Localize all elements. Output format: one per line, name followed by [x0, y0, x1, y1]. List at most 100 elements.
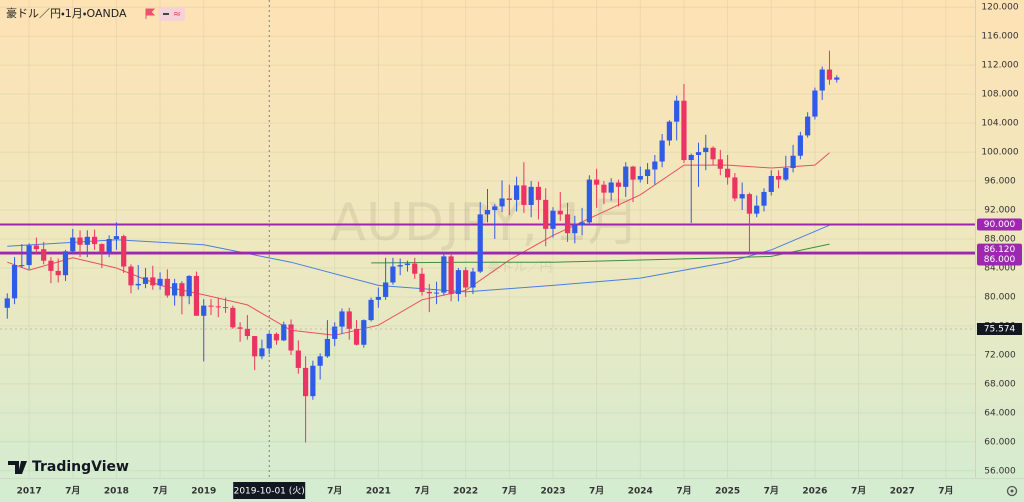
header-icons: ≈ [145, 7, 185, 21]
indicator-toggle[interactable] [159, 7, 185, 21]
candle-body [695, 152, 702, 155]
price-label-box [977, 243, 1022, 256]
y-tick-label: 56.000 [984, 466, 1016, 476]
x-tick-label: 7月 [938, 486, 953, 497]
candle-body [623, 166, 629, 187]
candle-body [688, 154, 694, 161]
candle-body [281, 324, 287, 341]
crosshair-date: 2019-10-01 (火) [234, 486, 305, 497]
y-tick-label: 112.000 [981, 61, 1018, 71]
x-tick-label: 7月 [152, 486, 167, 497]
candle-body [674, 100, 680, 122]
x-tick-label: 2022 [453, 487, 478, 497]
candle-body [506, 198, 512, 200]
candle-body [4, 298, 10, 308]
x-tick-label: 7月 [502, 486, 517, 497]
candle-body [91, 236, 98, 245]
y-tick-label: 120.000 [981, 3, 1018, 13]
x-tick-label: 7月 [851, 486, 866, 497]
y-tick-label: 68.000 [984, 379, 1016, 389]
candle-body [615, 182, 622, 187]
candle-body [528, 186, 534, 205]
settings-icon[interactable] [1006, 485, 1018, 497]
candle-body [608, 182, 614, 193]
candle-body [26, 245, 32, 266]
candle-body [288, 324, 294, 351]
candle-body [790, 155, 796, 169]
candle-body [172, 283, 178, 296]
candle-body [419, 273, 425, 292]
candle-body [564, 214, 571, 234]
candle-body [150, 277, 156, 286]
candle-body [48, 260, 54, 271]
candle-body [62, 251, 69, 276]
gear[interactable] [1006, 485, 1018, 497]
candle-body [310, 365, 316, 397]
candle-body [637, 175, 643, 180]
x-tick-label: 7月 [414, 486, 429, 497]
candle-body [186, 275, 192, 297]
candle-body [361, 320, 367, 345]
logo-mark [8, 461, 27, 474]
candle-body [55, 270, 61, 276]
candle-body [164, 278, 170, 296]
candle-body [84, 236, 90, 245]
candle-body [601, 184, 607, 193]
candle-body [121, 236, 127, 267]
candle-body [353, 328, 360, 345]
price-label-box [977, 253, 1022, 266]
candle-body [448, 256, 454, 295]
x-tick-label: 2018 [104, 487, 129, 497]
crosshair-date-box [233, 482, 306, 499]
candle-body [557, 210, 563, 215]
candle-body [441, 256, 447, 293]
candle-body [135, 283, 141, 286]
candle-body [834, 77, 840, 80]
candle-body [142, 277, 149, 284]
candle-body [426, 291, 432, 294]
candle-body [659, 140, 665, 162]
price-label: 86.000 [984, 255, 1016, 265]
price-label: 90.000 [984, 220, 1016, 230]
candle-body [390, 266, 396, 283]
candle-body [252, 336, 258, 357]
candle-body [201, 305, 207, 316]
moving-average-line [371, 243, 830, 264]
x-tick-label: 2026 [802, 487, 827, 497]
candle-body [812, 90, 818, 117]
price-label: 86.120 [984, 245, 1016, 255]
crosshair-price: 75.574 [984, 324, 1016, 334]
candle-body [222, 307, 229, 309]
candle-body [99, 244, 105, 253]
candle-body [128, 266, 134, 286]
candle-body [775, 175, 782, 180]
x-tick-label: 2021 [366, 487, 391, 497]
y-tick-label: 116.000 [981, 32, 1018, 42]
candle-body [113, 236, 120, 239]
candle-body [739, 194, 745, 199]
candle-body [412, 263, 418, 274]
candle-body [215, 306, 221, 308]
candle-body [521, 185, 527, 205]
candle-body [586, 179, 592, 223]
y-tick-label: 64.000 [984, 408, 1016, 418]
flag-icon[interactable] [145, 8, 156, 19]
candle-body [302, 367, 309, 397]
plot [0, 0, 975, 478]
candle-body [477, 214, 483, 272]
x-tick-label: 2017 [17, 487, 42, 497]
candle-body [208, 305, 214, 307]
candle-body [484, 210, 491, 215]
candle-body [70, 237, 76, 252]
x-tick-label: 2025 [715, 487, 740, 497]
y-tick-label: 72.000 [984, 350, 1016, 360]
candle-body [273, 333, 280, 341]
candle-body [754, 205, 760, 214]
logo-dot [22, 461, 26, 465]
candle-body [397, 265, 403, 267]
candle-body [572, 225, 578, 234]
candle-body [463, 270, 469, 288]
